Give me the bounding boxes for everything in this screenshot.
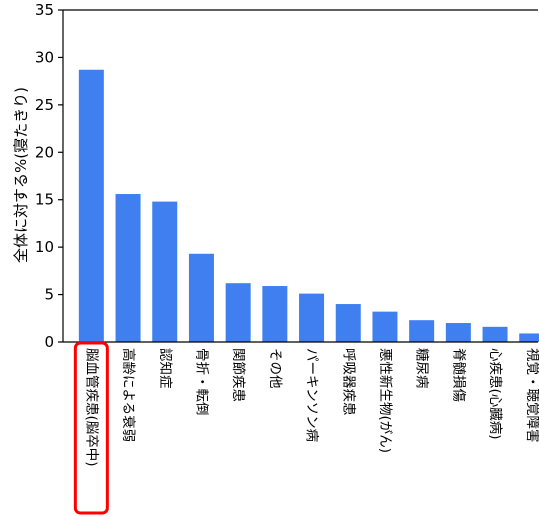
bar-7 (335, 304, 361, 342)
y-axis-label: 全体に対する%(寝たきり) (12, 87, 30, 263)
highlight-box (73, 341, 109, 515)
bar-6 (299, 293, 325, 342)
category-label-4: 関節疾患 (230, 348, 246, 402)
y-tick-label: 20 (35, 143, 54, 161)
y-tick-label: 10 (35, 238, 54, 256)
bars (78, 69, 539, 342)
category-label-0: 脳血管疾患(脳卒中) (83, 348, 99, 467)
category-label-3: 骨折・転倒 (193, 348, 209, 416)
category-label-5: その他 (267, 348, 283, 389)
axes (62, 9, 538, 343)
bar-9 (409, 320, 435, 342)
y-tick-label: 0 (44, 333, 54, 351)
bar-2 (152, 201, 178, 342)
category-label-2: 認知症 (157, 348, 174, 389)
category-label-11: 心疾患(心臓病) (487, 348, 503, 440)
bar-3 (188, 253, 214, 342)
bar-5 (262, 286, 288, 342)
bar-12 (519, 333, 539, 342)
bar-8 (372, 311, 398, 342)
y-tick-label: 30 (35, 48, 54, 66)
category-label-7: 呼吸器疾患 (340, 348, 356, 416)
category-label-9: 糖尿病 (414, 348, 430, 389)
category-label-6: パーキンソン病 (304, 348, 320, 442)
category-label-10: 脊髄損傷 (450, 348, 466, 402)
bar-4 (225, 283, 251, 342)
category-label-1: 高齢による衰弱 (120, 348, 137, 442)
category-labels: 脳血管疾患(脳卒中) 高齢による衰弱 認知症 骨折・転倒 関節疾患 その他 パーキンソン病 呼… (83, 348, 539, 467)
highlight-box-group (73, 341, 109, 515)
y-axis-label-group: 全体に対する%(寝たきり) (12, 87, 30, 263)
category-label-12: 視覚・聴覚障害 (524, 348, 539, 443)
category-label-8: 悪性新生物(がん) (377, 348, 393, 453)
y-tick-label: 5 (44, 286, 54, 304)
bar-11 (482, 326, 508, 342)
bar-1 (115, 194, 141, 342)
y-axis-ticks: 0 5 10 15 20 25 30 35 (35, 1, 63, 351)
bar-0 (78, 69, 104, 342)
y-tick-label: 35 (35, 1, 54, 19)
bar-10 (445, 323, 471, 342)
y-tick-label: 15 (35, 191, 54, 209)
y-tick-label: 25 (35, 96, 54, 114)
